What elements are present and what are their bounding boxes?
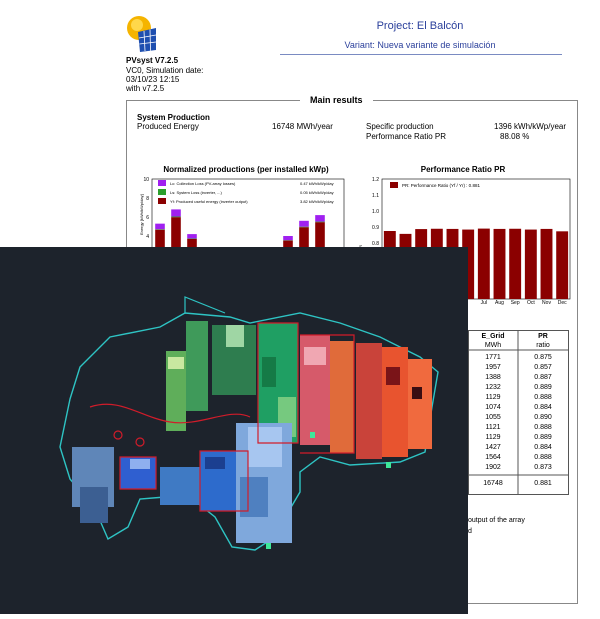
chart1-ytick: 8 bbox=[146, 196, 149, 202]
chart2-bar bbox=[478, 229, 490, 299]
cell-pr: 0.884 bbox=[518, 404, 568, 411]
chart2-ytick: 1.1 bbox=[372, 193, 379, 199]
cell-pr: 0.888 bbox=[518, 454, 568, 461]
system-production-title: System Production bbox=[137, 113, 210, 122]
cell-pr: 0.890 bbox=[518, 414, 568, 421]
chart2-bar bbox=[509, 229, 521, 299]
chart1-bar-segment bbox=[299, 227, 309, 228]
chart1-legend-label: Ls: System Loss (inverter, ...) bbox=[170, 190, 222, 195]
pvsyst-logo bbox=[124, 14, 158, 52]
cell-egrid: 1129 bbox=[468, 434, 518, 441]
col-header-egrid: E_Grid bbox=[468, 333, 518, 340]
cell-pr: 0.884 bbox=[518, 444, 568, 451]
chart2-xtick: Dec bbox=[558, 300, 567, 305]
chart1-ytick: 6 bbox=[146, 215, 149, 221]
performance-ratio-title: Performance Ratio PR bbox=[353, 165, 573, 174]
chart1-bar-segment bbox=[155, 229, 165, 230]
cell-egrid: 1074 bbox=[468, 404, 518, 411]
chart1-legend-swatch bbox=[158, 198, 166, 204]
simulation-meta-3: with v7.2.5 bbox=[126, 84, 164, 94]
chart2-ytick: 0.9 bbox=[372, 225, 379, 231]
cell-egrid: 1055 bbox=[468, 414, 518, 421]
chart1-bar-segment bbox=[299, 221, 309, 227]
chart1-ylabel: Energy [kWh/kWp/day] bbox=[140, 194, 144, 235]
specific-production-label: Specific production bbox=[366, 122, 434, 132]
chart1-legend-label: Yf: Produced useful energy (inverter out… bbox=[170, 199, 248, 204]
col-unit-egrid: MWh bbox=[468, 342, 518, 349]
cell-pr: 0.857 bbox=[518, 364, 568, 371]
chart1-bar-segment bbox=[187, 234, 197, 238]
chart2-ytick: 1.2 bbox=[372, 177, 379, 183]
chart1-bar-segment bbox=[315, 215, 325, 221]
cell-pr: 0.888 bbox=[518, 394, 568, 401]
chart1-bar-segment bbox=[155, 224, 165, 230]
pv-site-layout-map bbox=[0, 247, 468, 614]
chart1-bar-segment bbox=[171, 217, 181, 218]
cell-egrid: 1902 bbox=[468, 464, 518, 471]
col-unit-pr: ratio bbox=[518, 342, 568, 349]
cell-pr: 0.873 bbox=[518, 464, 568, 471]
chart2-legend-swatch bbox=[390, 182, 398, 188]
header-rule bbox=[280, 54, 562, 55]
chart2-xtick: Sep bbox=[511, 300, 520, 305]
chart1-legend-label: Lc: Collection Loss (PV-array losses) bbox=[170, 181, 236, 186]
project-title: Project: El Balcón bbox=[270, 20, 570, 32]
produced-energy-value: 16748 MWh/year bbox=[272, 122, 333, 132]
produced-energy-label: Produced Energy bbox=[137, 122, 199, 132]
cell-egrid: 1427 bbox=[468, 444, 518, 451]
variant-title: Variant: Nueva variante de simulación bbox=[270, 40, 570, 50]
chart1-ytick: 4 bbox=[146, 234, 149, 240]
chart1-legend-value: 0.47 kWh/kWp/day bbox=[300, 181, 334, 186]
footnote-1: output of the array bbox=[468, 516, 525, 526]
chart1-ytick: 10 bbox=[143, 177, 149, 183]
cell-egrid: 1232 bbox=[468, 384, 518, 391]
cell-pr: 0.887 bbox=[518, 374, 568, 381]
product-name: PVsyst V7.2.5 bbox=[126, 56, 178, 66]
chart2-xtick: Aug bbox=[495, 300, 504, 305]
pr-value: 88.08 % bbox=[500, 132, 529, 142]
chart2-xtick: Nov bbox=[542, 300, 551, 305]
cell-pr: 0.889 bbox=[518, 384, 568, 391]
main-results-title: Main results bbox=[300, 95, 373, 105]
footnote-2: d bbox=[468, 527, 472, 537]
normalized-productions-title: Normalized productions (per installed kW… bbox=[136, 165, 356, 174]
cell-pr: 0.888 bbox=[518, 424, 568, 431]
total-pr: 0.881 bbox=[518, 480, 568, 487]
cell-egrid: 1957 bbox=[468, 364, 518, 371]
chart1-legend-value: 0.05 kWh/kWp/day bbox=[300, 190, 334, 195]
chart1-bar-segment bbox=[315, 222, 325, 223]
cell-egrid: 1388 bbox=[468, 374, 518, 381]
chart1-legend-value: 3.82 kWh/kWp/day bbox=[300, 199, 334, 204]
chart2-bar bbox=[541, 229, 553, 299]
cell-pr: 0.889 bbox=[518, 434, 568, 441]
cell-pr: 0.875 bbox=[518, 354, 568, 361]
cell-egrid: 1771 bbox=[468, 354, 518, 361]
specific-production-value: 1396 kWh/kWp/year bbox=[494, 122, 566, 132]
pr-label: Performance Ratio PR bbox=[366, 132, 446, 142]
chart2-xtick: Oct bbox=[527, 300, 535, 305]
array-blocks-blue bbox=[72, 423, 292, 543]
cell-egrid: 1129 bbox=[468, 394, 518, 401]
total-egrid: 16748 bbox=[468, 480, 518, 487]
chart2-legend-label: PR: Performance Ratio (Yf / Yr) : 0.881 bbox=[402, 183, 480, 188]
chart1-legend-swatch bbox=[158, 189, 166, 195]
chart2-bar bbox=[494, 229, 506, 299]
cell-egrid: 1564 bbox=[468, 454, 518, 461]
chart2-bar bbox=[556, 231, 568, 299]
chart2-ytick: 1.0 bbox=[372, 209, 379, 215]
chart1-bar-segment bbox=[171, 209, 181, 216]
col-header-pr: PR bbox=[518, 333, 568, 340]
chart1-bar-segment bbox=[283, 236, 293, 240]
chart2-xtick: Jul bbox=[481, 300, 487, 305]
cell-egrid: 1121 bbox=[468, 424, 518, 431]
chart1-legend-swatch bbox=[158, 180, 166, 186]
chart2-bar bbox=[525, 230, 537, 299]
